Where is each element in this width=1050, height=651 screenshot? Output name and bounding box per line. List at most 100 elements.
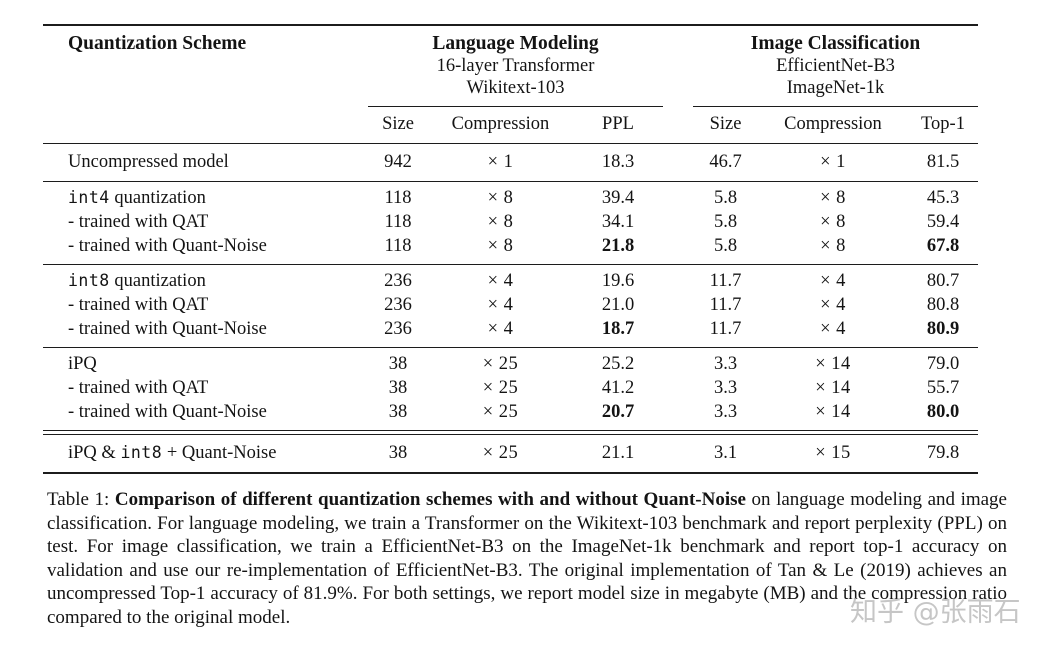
table-row: - trained with QAT 38 × 25 41.2 3.3 × 14… [43,376,978,400]
group-subtitle-model: 16-layer Transformer [436,56,595,76]
row-label: - trained with Quant-Noise [68,402,267,422]
lm-compression-value: × 25 [482,402,519,422]
ic-size-value: 3.3 [713,402,738,422]
ic-compression-value: × 8 [820,236,846,256]
row-group-ipq: iPQ 38 × 25 25.2 3.3 × 14 79.0 - trained… [43,348,978,430]
lm-size-value: 236 [384,319,412,339]
top1-value: 55.7 [926,378,960,398]
lm-size-value: 118 [384,236,412,256]
group-title: Language Modeling [432,33,599,54]
ic-size-value: 5.8 [713,188,738,208]
table-row: Uncompressed model 942 × 1 18.3 46.7 × 1… [43,150,978,174]
lm-compression-value: × 4 [487,271,514,291]
lm-size-value: 942 [384,152,412,172]
table-row: - trained with Quant-Noise 118 × 8 21.8 … [43,234,978,258]
ic-compression-value: × 4 [820,271,846,291]
ic-compression-value: × 14 [815,354,851,374]
ic-compression-value: × 8 [820,188,846,208]
ppl-value: 21.8 [601,236,635,256]
ic-compression-value: × 4 [820,295,846,315]
ic-size-value: 3.3 [713,354,738,374]
ic-size-value: 11.7 [709,319,742,339]
lm-compression-value: × 4 [487,319,514,339]
caption-label: Table 1: [47,489,115,510]
lm-size-value: 118 [384,212,412,232]
lm-compression-value: × 25 [482,378,519,398]
top1-value: 80.7 [926,271,960,291]
ppl-value: 18.3 [601,152,635,172]
table-row: int4 quantization 118 × 8 39.4 5.8 × 8 4… [43,186,978,210]
ic-compression-value: × 8 [820,212,846,232]
lm-compression-value: × 4 [487,295,514,315]
ic-size-value: 3.3 [713,378,738,398]
table-header: Quantization Scheme Language Modeling 16… [43,26,978,99]
row-label: - trained with QAT [68,212,209,232]
caption-bold-title: Comparison of different quantization sch… [114,489,746,510]
column-header-top1: Top-1 [921,114,965,134]
top1-value: 81.5 [926,152,960,172]
table-rule-separator [43,264,978,265]
lm-size-value: 236 [384,271,412,291]
lm-compression-value: × 25 [482,354,519,374]
ppl-value: 34.1 [601,212,635,232]
ic-size-value: 46.7 [709,152,742,172]
column-header-lm-size: Size [382,114,414,134]
table-row: iPQ 38 × 25 25.2 3.3 × 14 79.0 [43,352,978,376]
ic-size-value: 5.8 [713,212,738,232]
ic-size-value: 5.8 [713,236,738,256]
top1-value: 80.0 [926,402,960,422]
lm-size-value: 236 [384,295,412,315]
group-subtitle-model: EfficientNet-B3 [776,56,895,76]
row-label: int4 quantization [68,188,206,208]
ppl-value: 21.1 [601,443,635,463]
row-group-combined: iPQ & int8 + Quant-Noise 38 × 25 21.1 3.… [43,435,978,472]
row-label: - trained with Quant-Noise [68,236,267,256]
ppl-value: 18.7 [601,319,635,339]
table-row: - trained with QAT 236 × 4 21.0 11.7 × 4… [43,293,978,317]
top1-value: 79.8 [926,443,960,463]
table-row: int8 quantization 236 × 4 19.6 11.7 × 4 … [43,269,978,293]
group-subtitle-dataset: ImageNet-1k [786,78,885,98]
column-header-ic-size: Size [709,114,742,134]
ppl-value: 21.0 [601,295,635,315]
row-label: - trained with QAT [68,378,209,398]
row-label: iPQ & int8 + Quant-Noise [68,443,277,463]
table-rule-bottom [43,472,978,474]
top1-value: 59.4 [926,212,960,232]
table-row: - trained with Quant-Noise 38 × 25 20.7 … [43,400,978,424]
table-rule-double-bottom [43,434,978,435]
column-header-ic-compression: Compression [784,114,882,134]
lm-compression-value: × 1 [487,152,514,172]
row-group-int4: int4 quantization 118 × 8 39.4 5.8 × 8 4… [43,182,978,264]
table-caption: Table 1: Comparison of different quantiz… [47,488,1007,630]
table-row: - trained with QAT 118 × 8 34.1 5.8 × 8 … [43,210,978,234]
ic-compression-value: × 15 [815,443,851,463]
ic-size-value: 11.7 [709,295,742,315]
top1-value: 79.0 [926,354,960,374]
top1-value: 45.3 [926,188,960,208]
top1-value: 80.9 [926,319,960,339]
table-rule-top [43,24,978,26]
group-underline-row [43,106,978,107]
group-subtitle-dataset: Wikitext-103 [466,78,565,98]
table-rule-separator [43,181,978,182]
ic-compression-value: × 1 [820,152,846,172]
ic-compression-value: × 4 [820,319,846,339]
column-header-lm-compression: Compression [451,114,550,134]
table-row: - trained with Quant-Noise 236 × 4 18.7 … [43,317,978,341]
table-rule-double-top [43,430,978,431]
results-table: Quantization Scheme Language Modeling 16… [43,24,978,474]
column-header-scheme: Quantization Scheme [68,33,247,54]
row-label: Uncompressed model [68,152,229,172]
column-header-ppl: PPL [602,114,634,134]
lm-size-value: 38 [388,354,408,374]
lm-compression-value: × 8 [487,212,514,232]
lm-size-value: 118 [384,188,412,208]
row-label: - trained with QAT [68,295,209,315]
row-group-int8: int8 quantization 236 × 4 19.6 11.7 × 4 … [43,265,978,347]
ppl-value: 25.2 [601,354,635,374]
table-rule-ic-group [693,106,978,107]
ppl-value: 39.4 [601,188,635,208]
group-header-language-modeling: Language Modeling 16-layer Transformer W… [368,33,663,99]
